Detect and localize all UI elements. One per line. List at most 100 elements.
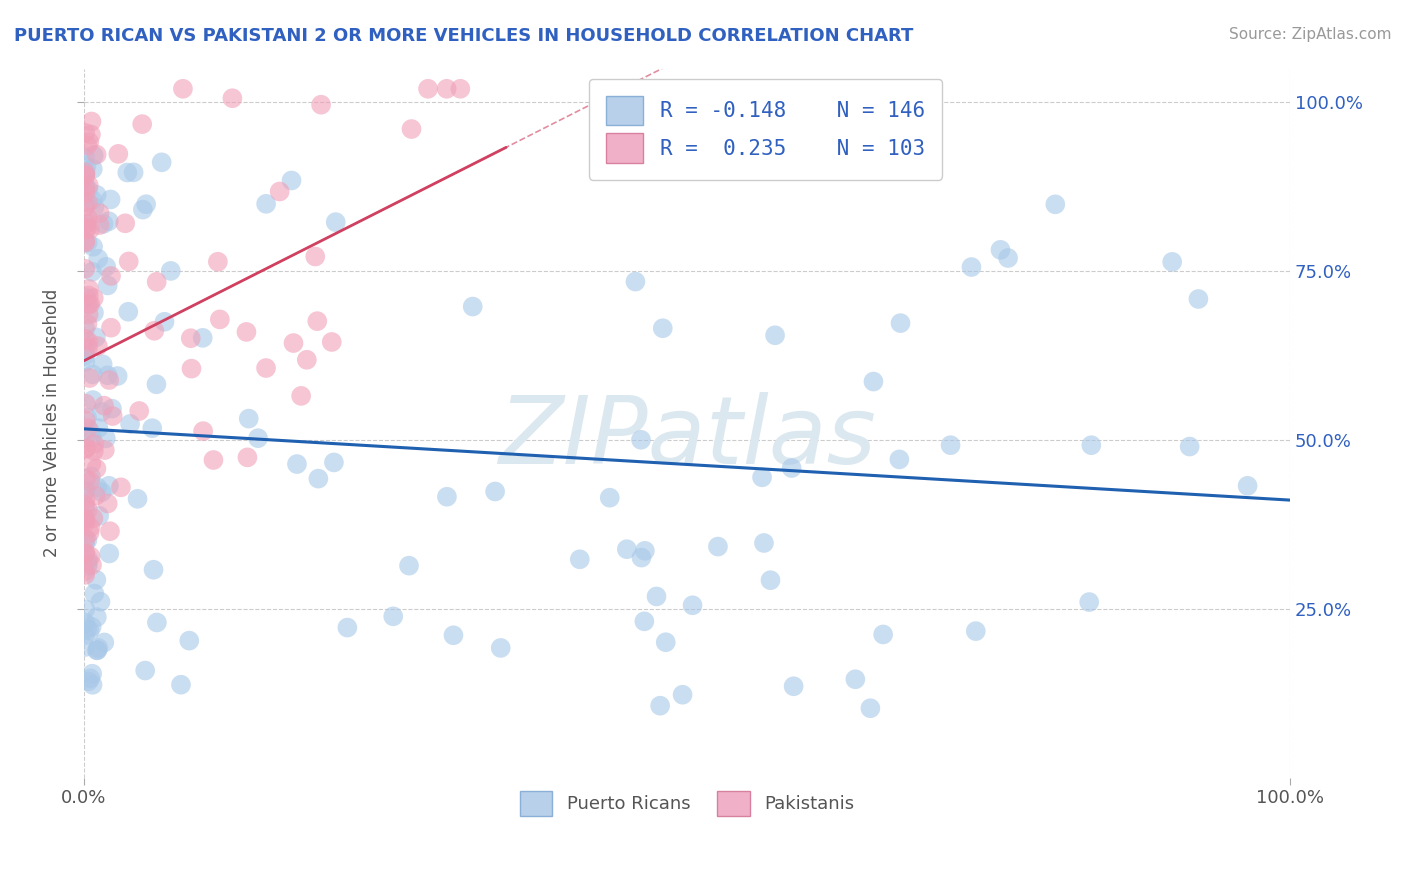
Point xyxy=(763,328,786,343)
Point xyxy=(101,401,124,416)
Point xyxy=(80,469,103,483)
Point xyxy=(86,573,108,587)
Point xyxy=(599,491,621,505)
Point xyxy=(80,128,103,142)
Point xyxy=(76,138,98,153)
Point xyxy=(75,234,97,248)
Point xyxy=(707,540,730,554)
Point xyxy=(441,628,464,642)
Point xyxy=(77,334,100,349)
Point xyxy=(82,161,104,176)
Point xyxy=(77,178,100,193)
Point xyxy=(75,261,97,276)
Point xyxy=(79,520,101,534)
Point xyxy=(107,147,129,161)
Point xyxy=(1236,479,1258,493)
Point xyxy=(382,609,405,624)
Point xyxy=(630,433,652,447)
Point xyxy=(1161,255,1184,269)
Point xyxy=(484,484,506,499)
Point xyxy=(997,251,1019,265)
Point xyxy=(118,254,141,268)
Point xyxy=(285,457,308,471)
Point xyxy=(75,217,97,231)
Point xyxy=(236,450,259,465)
Point xyxy=(75,321,97,335)
Point xyxy=(254,196,277,211)
Point xyxy=(79,475,101,489)
Point xyxy=(75,472,97,486)
Point xyxy=(75,150,97,164)
Point xyxy=(82,265,104,279)
Point xyxy=(782,679,804,693)
Point xyxy=(84,489,107,503)
Point xyxy=(83,437,105,451)
Point xyxy=(110,480,132,494)
Point xyxy=(436,490,458,504)
Point xyxy=(75,349,97,363)
Point xyxy=(80,620,103,634)
Point xyxy=(82,193,104,207)
Point xyxy=(98,373,121,387)
Point xyxy=(90,405,112,419)
Point xyxy=(76,235,98,250)
Point xyxy=(77,282,100,296)
Point xyxy=(75,169,97,183)
Point xyxy=(76,317,98,331)
Point xyxy=(325,215,347,229)
Point xyxy=(79,222,101,236)
Point xyxy=(172,82,194,96)
Point xyxy=(86,480,108,494)
Point xyxy=(77,308,100,322)
Point xyxy=(150,155,173,169)
Point xyxy=(309,97,332,112)
Point xyxy=(117,305,139,319)
Point xyxy=(82,666,104,681)
Point xyxy=(254,361,277,376)
Point xyxy=(94,443,117,458)
Y-axis label: 2 or more Vehicles in Household: 2 or more Vehicles in Household xyxy=(44,289,60,558)
Point xyxy=(75,186,97,201)
Point xyxy=(75,483,97,498)
Point xyxy=(75,413,97,427)
Point xyxy=(86,187,108,202)
Point xyxy=(127,491,149,506)
Point xyxy=(75,615,97,630)
Point xyxy=(87,252,110,266)
Point xyxy=(682,599,704,613)
Point xyxy=(307,314,329,328)
Point xyxy=(75,512,97,526)
Point xyxy=(76,410,98,425)
Point xyxy=(461,300,484,314)
Point xyxy=(153,315,176,329)
Point xyxy=(79,624,101,638)
Point xyxy=(75,200,97,214)
Point xyxy=(83,291,105,305)
Text: Source: ZipAtlas.com: Source: ZipAtlas.com xyxy=(1229,27,1392,42)
Point xyxy=(568,552,591,566)
Point xyxy=(321,334,343,349)
Point xyxy=(207,254,229,268)
Point xyxy=(651,321,673,335)
Point xyxy=(235,325,257,339)
Point xyxy=(75,547,97,561)
Point xyxy=(122,165,145,179)
Point xyxy=(75,483,97,498)
Point xyxy=(939,438,962,452)
Point xyxy=(180,331,202,345)
Point xyxy=(77,182,100,196)
Point xyxy=(75,628,97,642)
Point xyxy=(83,586,105,600)
Point xyxy=(269,185,291,199)
Point xyxy=(80,430,103,444)
Point xyxy=(114,216,136,230)
Point xyxy=(75,222,97,236)
Point xyxy=(75,545,97,559)
Point xyxy=(75,343,97,357)
Point xyxy=(436,82,458,96)
Point xyxy=(759,573,782,587)
Point xyxy=(634,543,657,558)
Point xyxy=(89,218,111,232)
Point xyxy=(859,701,882,715)
Point xyxy=(449,82,471,96)
